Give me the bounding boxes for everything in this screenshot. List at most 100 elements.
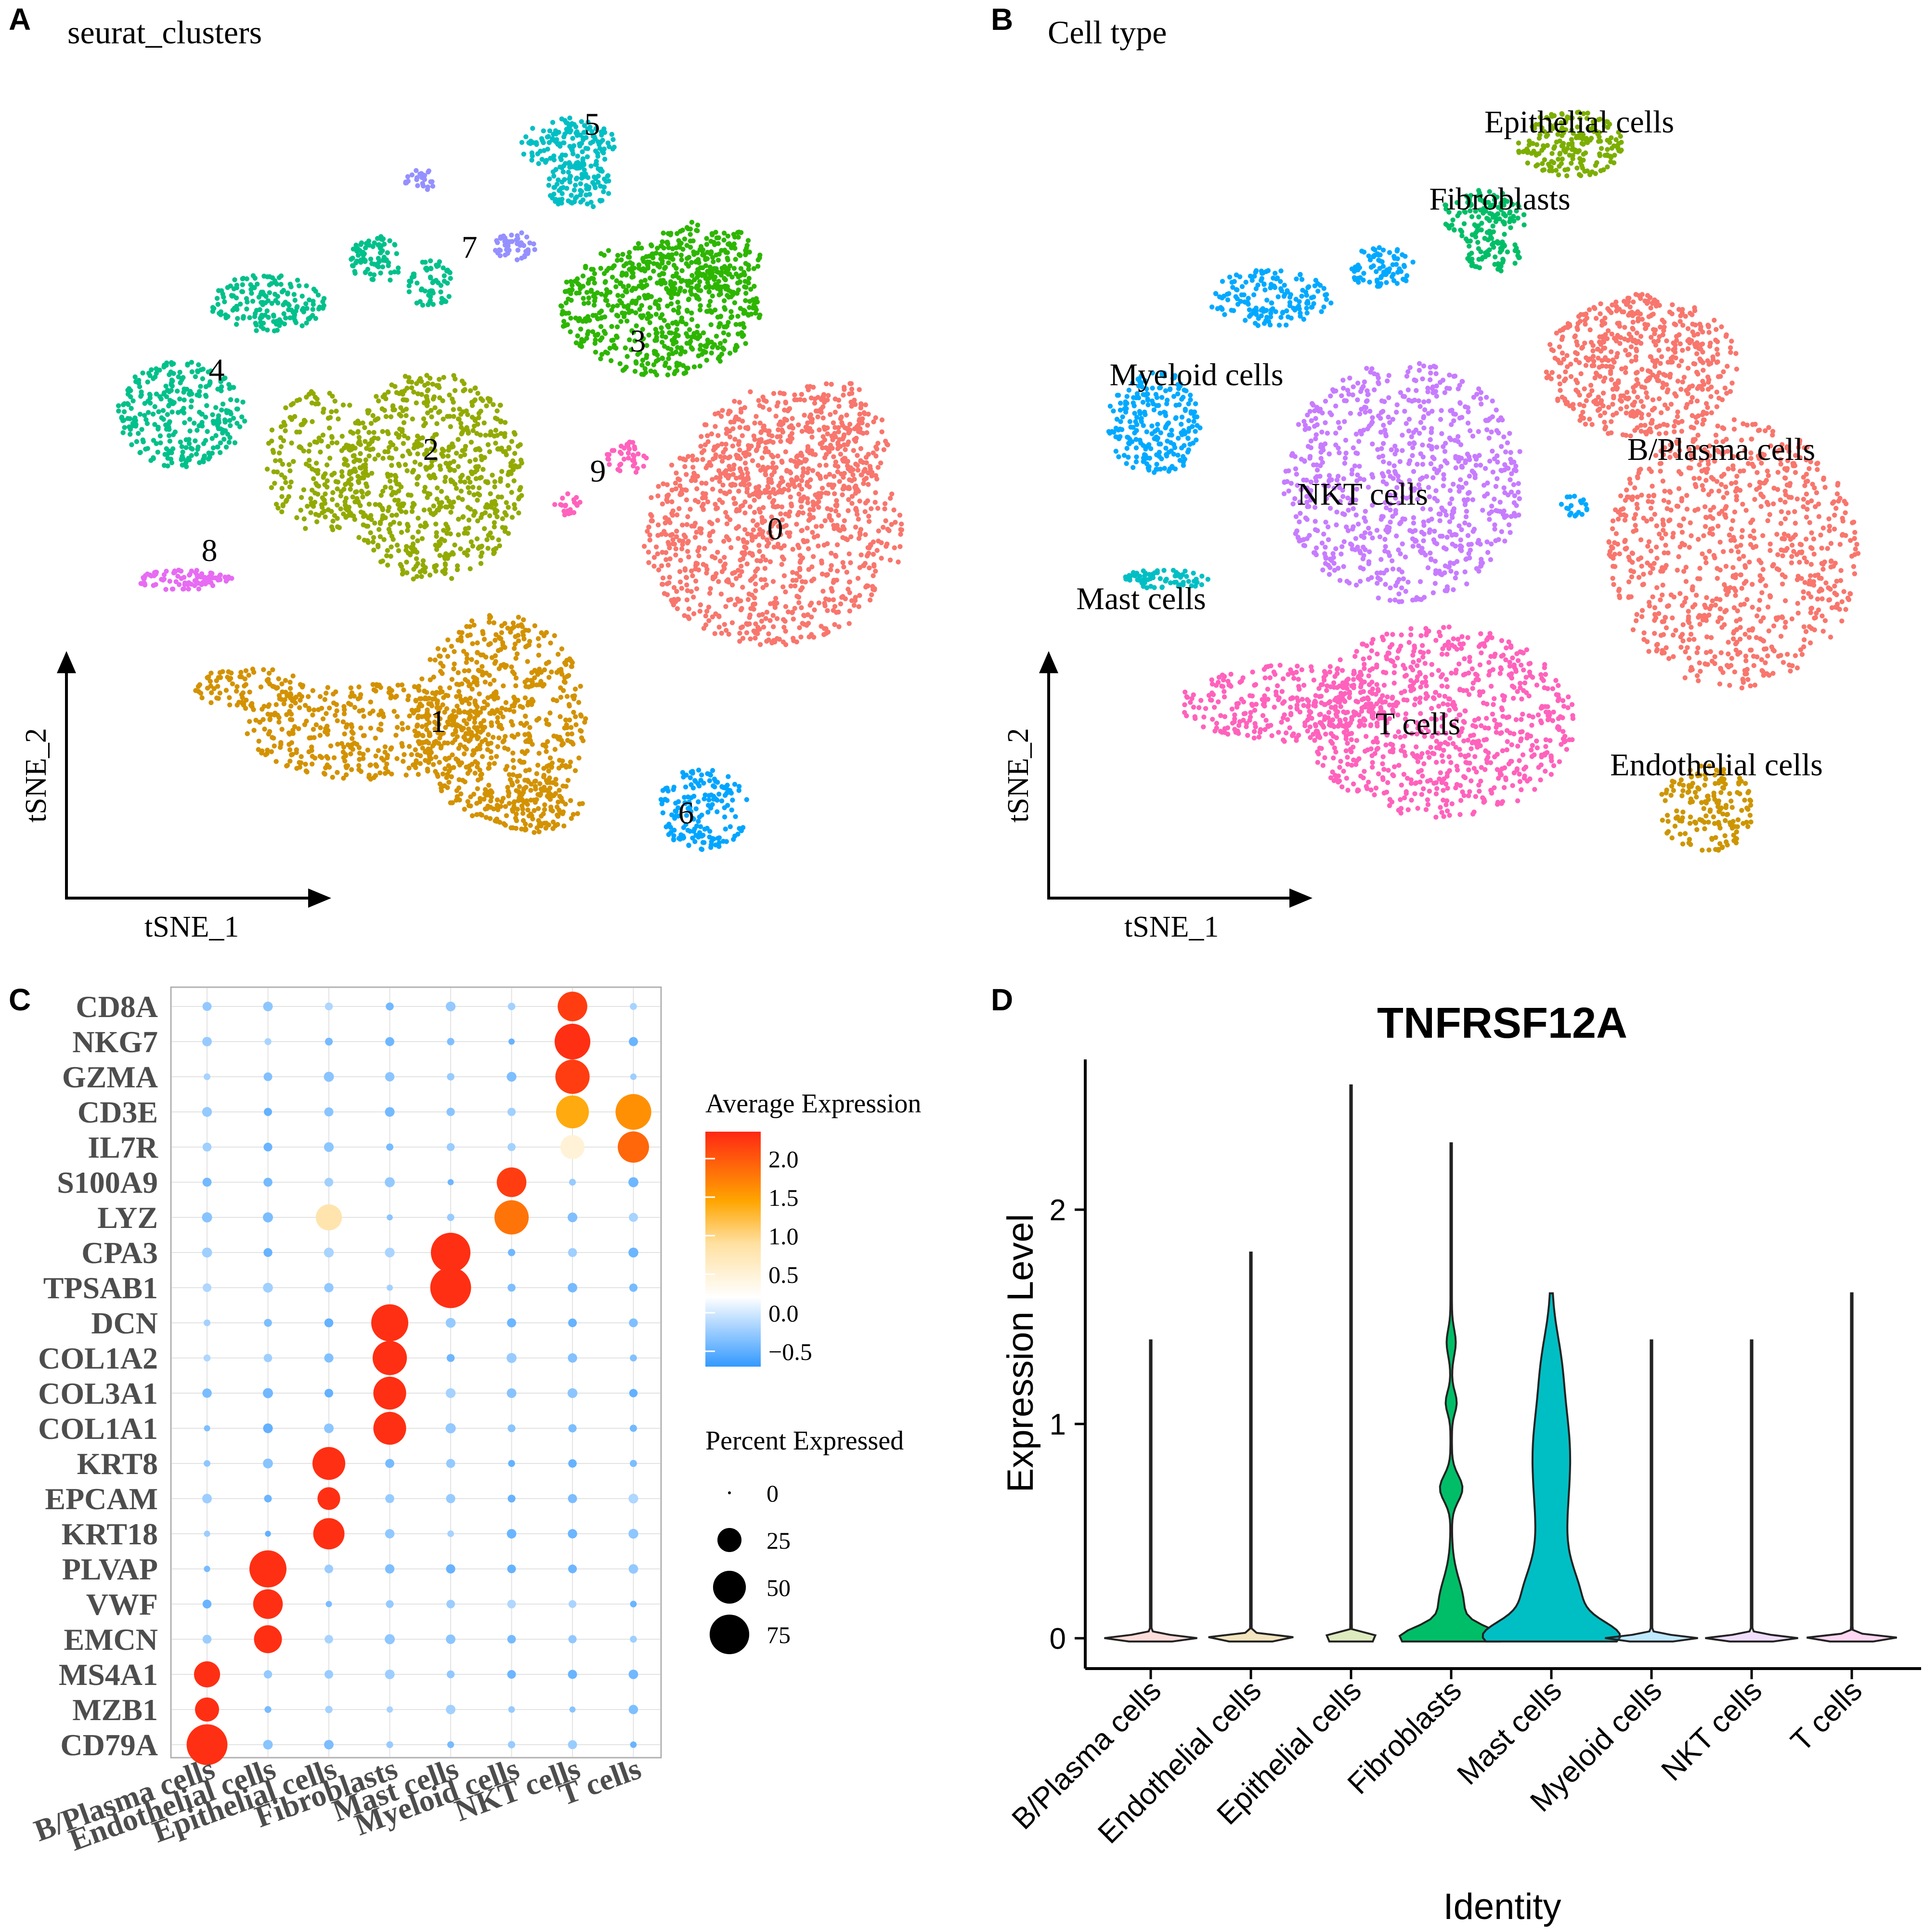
cell-point [727,271,732,277]
cell-point [715,433,721,438]
cell-point [854,435,859,441]
cell-point [577,801,583,807]
cell-point [374,682,379,687]
cell-point [363,457,368,463]
cell-point [283,499,289,504]
cell-point [536,682,542,688]
cell-point [323,726,328,731]
cell-point [399,682,405,688]
cell-point [415,482,420,487]
cell-point [871,563,877,569]
cell-point [708,538,713,544]
cell-point [675,291,681,297]
cell-point [377,521,383,526]
cell-point [677,477,682,483]
cell-point [188,445,194,451]
cell-point [389,745,394,751]
cell-point [347,469,352,474]
cell-point [412,459,418,465]
cell-point [835,446,841,451]
cell-point [303,761,308,767]
cell-point [838,601,844,607]
cell-point [260,289,265,295]
cell-point [692,498,698,503]
cell-point [515,779,520,784]
cell-point [529,782,534,787]
cell-point [515,444,521,449]
cell-point [160,408,166,413]
cell-point [750,492,756,497]
cell-point [220,431,225,436]
cell-point [486,619,492,625]
cell-point [746,275,752,281]
cell-point [324,691,329,696]
cell-point [825,608,830,614]
cell-point [614,278,619,284]
cell-point [386,505,392,510]
cell-point [292,298,298,303]
cell-point [305,504,310,509]
cell-point [720,408,725,413]
cell-point [852,397,857,403]
cell-point [309,761,315,767]
cell-point [718,591,724,597]
cell-point [586,300,591,306]
cell-point [867,597,873,603]
cell-point [725,535,730,540]
cell-point [227,435,233,440]
cell-point [807,414,813,419]
cell-point [696,553,702,559]
cell-point [676,275,681,280]
cell-point [671,597,677,602]
cell-point [554,698,559,704]
cell-point [234,684,240,690]
cell-point [530,126,535,131]
cell-point [272,481,277,486]
cell-point [411,468,416,473]
cell-point [758,468,764,473]
cell-point [884,442,890,447]
cell-point [247,690,252,695]
cell-point [267,729,273,734]
cell-point [464,624,469,629]
cell-point [137,412,143,417]
cell-point [500,796,506,801]
cell-point [652,338,658,343]
cell-point [416,529,421,535]
cell-point [177,369,182,375]
cell-point [378,270,383,276]
cell-point [406,289,412,294]
cell-point [400,427,405,432]
cell-point [796,491,802,497]
cell-point [407,451,413,457]
cell-point [710,614,715,620]
cell-point [403,509,409,515]
cell-point [483,670,489,676]
cell-point [898,522,904,527]
cell-point [694,259,700,265]
cell-point [613,284,619,289]
cell-point [356,457,362,463]
cell-point [283,428,288,433]
cell-point [667,574,672,580]
cell-point [701,626,707,631]
cell-point [510,825,516,831]
cell-point [272,743,277,749]
cell-point [809,578,815,584]
cell-point [518,704,523,709]
cell-point [724,431,729,436]
cell-point [218,312,223,317]
cell-point [460,497,465,502]
cell-point [538,813,544,819]
cell-point [575,281,581,287]
cell-point [515,731,520,737]
cell-point [755,631,760,637]
cell-point [724,521,730,527]
cell-point [311,287,317,292]
cell-point [397,412,402,417]
cell-point [357,757,362,762]
cell-point [228,283,233,288]
cell-point [812,401,818,406]
cell-point [393,490,399,496]
cell-point [306,316,312,322]
